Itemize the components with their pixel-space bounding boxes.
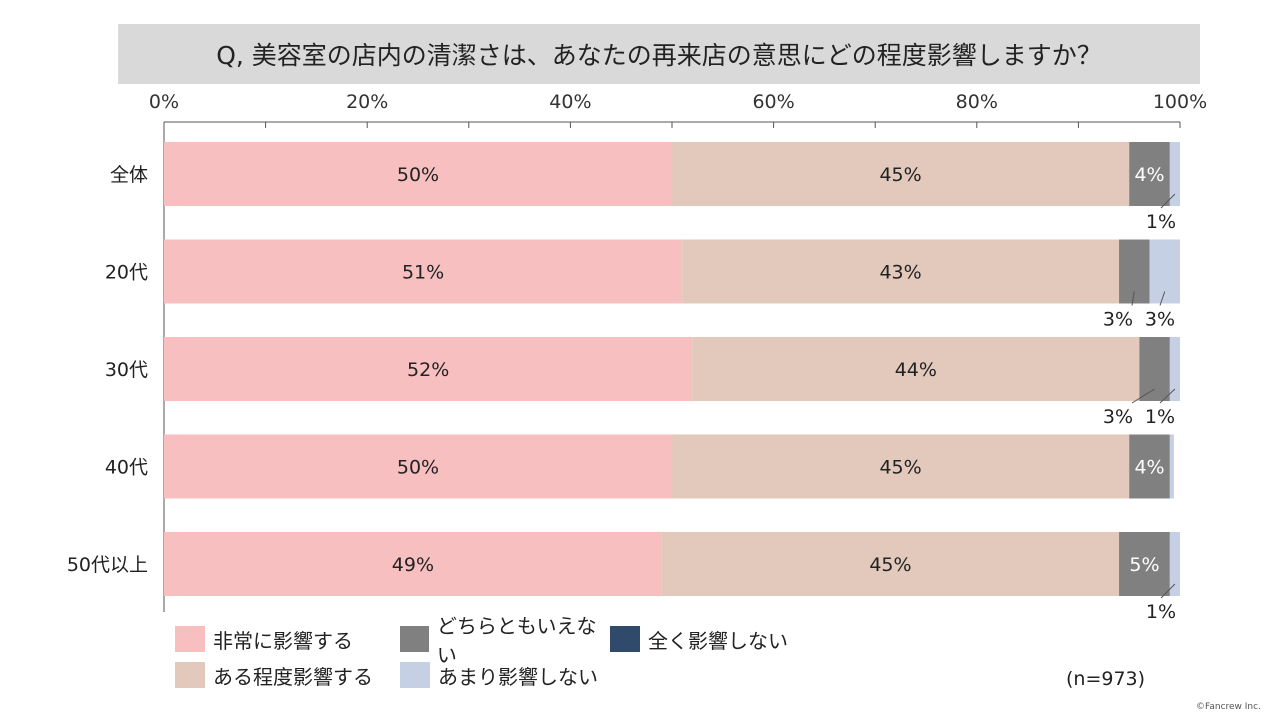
- bar-segment: [1169, 142, 1180, 206]
- legend-swatch: [400, 662, 430, 688]
- data-label: 4%: [1134, 164, 1164, 186]
- legend-swatch: [175, 662, 205, 688]
- bar-segment: [672, 434, 1130, 499]
- data-label: 52%: [407, 359, 449, 381]
- legend-swatch: [175, 626, 205, 652]
- bar-segment: [672, 142, 1130, 206]
- category-label: 全体: [110, 164, 148, 186]
- data-label: 49%: [392, 554, 434, 576]
- data-label: 50%: [397, 457, 439, 479]
- x-tick-label: 100%: [1153, 91, 1207, 113]
- bar-segment: [1169, 532, 1180, 596]
- data-label: 51%: [402, 262, 444, 284]
- data-label: 45%: [869, 554, 911, 576]
- legend-label: どちらともいえない: [436, 614, 597, 667]
- sample-size-label: (n=973): [1066, 668, 1146, 690]
- legend-item: 非常に影響する: [175, 624, 400, 654]
- data-label: 5%: [1129, 554, 1159, 576]
- callout-line: [1160, 193, 1176, 209]
- bar-segment: [661, 532, 1120, 596]
- data-label: 3%: [1145, 309, 1175, 331]
- callout-line: [1160, 583, 1176, 599]
- bar-segment: [1139, 337, 1170, 401]
- legend-label: 非常に影響する: [213, 628, 353, 653]
- data-label: 3%: [1103, 406, 1133, 428]
- data-label: 45%: [879, 457, 921, 479]
- x-tick-label: 80%: [956, 91, 998, 113]
- data-label: 4%: [1134, 457, 1164, 479]
- bar-segment: [1129, 142, 1170, 206]
- x-tick-label: 40%: [549, 91, 591, 113]
- category-label: 40代: [105, 457, 148, 479]
- bar-segment: [164, 337, 693, 401]
- callout-line: [1159, 291, 1166, 306]
- bar-segment: [1169, 434, 1174, 499]
- data-label: 50%: [397, 164, 439, 186]
- category-label: 50代以上: [67, 554, 148, 576]
- data-label: 1%: [1146, 601, 1176, 623]
- x-tick-label: 60%: [752, 91, 794, 113]
- legend-item: あまり影響しない: [400, 660, 610, 690]
- x-tick-label: 20%: [346, 91, 388, 113]
- callout-line: [1131, 388, 1155, 404]
- bar-segment: [1169, 337, 1180, 401]
- bar-segment: [682, 239, 1120, 304]
- legend-label: 全く影響しない: [648, 628, 788, 653]
- bar-segment: [164, 434, 672, 499]
- bar-segment: [164, 142, 672, 206]
- callout-line: [1131, 291, 1135, 306]
- data-label: 1%: [1146, 211, 1176, 233]
- data-label: 1%: [1145, 406, 1175, 428]
- chart-title: Q, 美容室の店内の清潔さは、あなたの再来店の意思にどの程度影響しますか？: [118, 24, 1200, 84]
- category-label: 30代: [105, 359, 148, 381]
- legend-swatch: [610, 626, 640, 652]
- copyright-text: ©Fancrew Inc.: [1196, 702, 1261, 712]
- data-label: 3%: [1103, 309, 1133, 331]
- legend: 非常に影響する どちらともいえない 全く影響しない ある程度影響する あまり影響…: [175, 614, 810, 690]
- bar-segment: [1129, 434, 1170, 499]
- data-label: 44%: [895, 359, 937, 381]
- data-label: 43%: [879, 262, 921, 284]
- bar-segment: [1149, 239, 1180, 304]
- legend-item: どちらともいえない: [400, 614, 610, 667]
- legend-item: 全く影響しない: [610, 624, 810, 654]
- legend-label: あまり影響しない: [438, 664, 598, 689]
- data-label: 45%: [879, 164, 921, 186]
- callout-line: [1159, 388, 1176, 404]
- bar-segment: [164, 239, 683, 304]
- bar-segment: [692, 337, 1140, 401]
- legend-item: ある程度影響する: [175, 660, 400, 690]
- category-label: 20代: [105, 262, 148, 284]
- bar-segment: [1119, 532, 1170, 596]
- x-tick-label: 0%: [149, 91, 179, 113]
- legend-label: ある程度影響する: [213, 664, 373, 689]
- bar-segment: [164, 532, 662, 596]
- legend-swatch: [400, 626, 429, 652]
